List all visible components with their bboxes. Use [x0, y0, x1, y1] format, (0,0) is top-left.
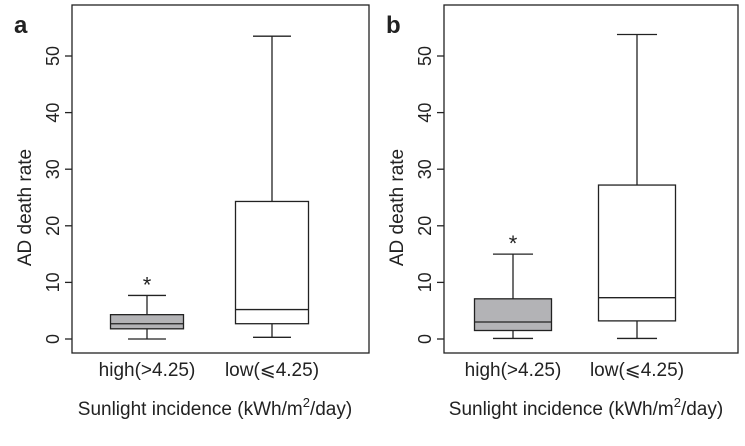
plot-frame — [71, 4, 370, 354]
y-tick-label: 30 — [43, 159, 63, 179]
y-tick-label: 0 — [415, 334, 435, 344]
y-tick-label: 30 — [415, 159, 435, 179]
y-tick-label: 20 — [43, 216, 63, 236]
category-label: low(⩽4.25) — [225, 360, 319, 381]
iqr-box — [234, 200, 310, 325]
panel-a: a 0 10 20 30 40 50 AD death rate * high(>4.25) low… — [14, 4, 370, 420]
significance-star: * — [143, 272, 152, 297]
y-tick-label: 10 — [43, 272, 63, 292]
panel-letter: b — [386, 12, 401, 39]
panel-letter: a — [14, 12, 28, 39]
iqr-box — [473, 298, 553, 332]
y-axis-title: AD death rate — [15, 149, 36, 266]
x-axis-title: Sunlight incidence (kWh/m2/day) — [78, 395, 352, 420]
category-label: high(>4.25) — [99, 360, 196, 381]
box-low — [234, 35, 310, 338]
category-label: high(>4.25) — [465, 360, 562, 381]
y-tick-label: 40 — [43, 103, 63, 123]
category-label: low(⩽4.25) — [590, 360, 684, 381]
significance-star: * — [509, 231, 518, 256]
y-axis-title: AD death rate — [387, 149, 408, 266]
iqr-box — [597, 184, 677, 322]
box-high: * — [473, 231, 553, 340]
y-tick-label: 0 — [43, 334, 63, 344]
y-tick-label: 20 — [415, 216, 435, 236]
y-tick-label: 10 — [415, 272, 435, 292]
x-axis-title: Sunlight incidence (kWh/m2/day) — [449, 395, 723, 420]
box-low — [597, 33, 677, 340]
panel-b: b 0 10 20 30 40 50 AD death rate * high(>4.25) low… — [386, 4, 739, 420]
box-high: * — [109, 272, 185, 340]
plot-frame — [443, 4, 739, 354]
y-tick-label: 50 — [43, 46, 63, 66]
y-tick-label: 50 — [415, 46, 435, 66]
iqr-box — [109, 314, 185, 330]
y-tick-label: 40 — [415, 103, 435, 123]
